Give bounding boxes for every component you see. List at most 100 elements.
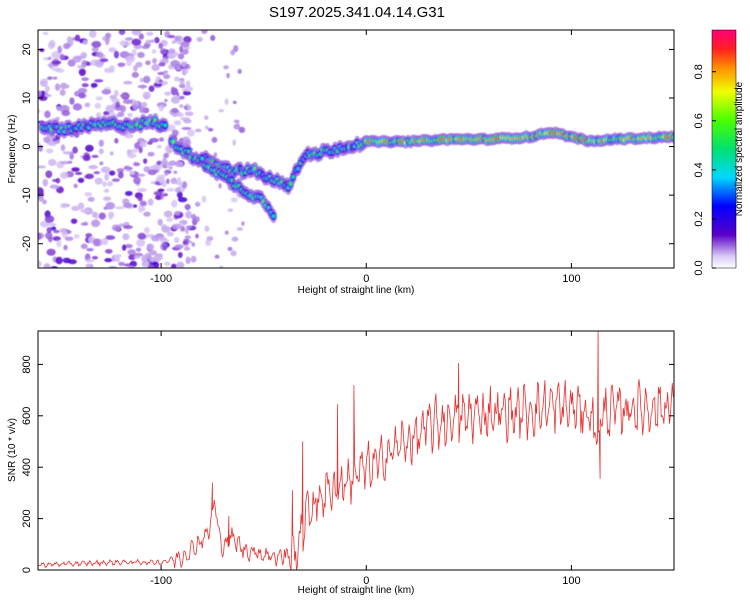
spectrogram-noise-cell <box>69 97 75 105</box>
spectrogram-noise-cell <box>128 265 135 268</box>
spectrogram-noise-cell <box>104 172 110 181</box>
spectrogram-noise-cell <box>147 264 155 268</box>
spectrogram-noise-cell <box>63 42 71 50</box>
snr-y-label: SNR (10 * v/v) <box>7 418 18 482</box>
spectrogram-noise-cell <box>151 63 160 72</box>
spectrogram-noise-cell <box>118 223 125 227</box>
spectrogram-noise-cell <box>88 165 98 170</box>
spectrogram-noise-cell <box>105 248 113 254</box>
spectrogram-noise-cell <box>177 251 183 259</box>
spectrogram-noise-cell <box>176 261 185 268</box>
spectrogram-noise-cell <box>118 261 126 267</box>
spectrogram-noise-cell <box>61 230 68 238</box>
spectrogram-y-tick-label: 20 <box>21 43 33 55</box>
spectrogram-noise-cell <box>131 30 142 36</box>
spectrogram-y-tick-label: 0 <box>21 144 33 150</box>
spectrogram-noise-cell <box>120 105 127 113</box>
spectrogram-noise-cell <box>184 111 194 117</box>
spectrogram-noise-cell <box>98 212 106 220</box>
spectrogram-noise-cell <box>137 173 146 177</box>
spectrogram-noise-cell <box>60 160 70 165</box>
spectrogram-noise-cell <box>137 51 145 58</box>
spectrogram-noise-cell <box>119 40 127 46</box>
spectrogram-ridge-core <box>163 123 167 128</box>
spectrogram-noise-cell <box>137 195 143 202</box>
spectrogram-noise-cell <box>171 40 177 44</box>
spectrogram-noise-cell <box>51 60 62 65</box>
snr-background <box>38 331 674 570</box>
spectrogram-noise-cell <box>114 206 125 210</box>
spectrogram-noise-cell <box>56 106 63 111</box>
spectrogram-noise-cell <box>55 116 60 121</box>
spectrogram-noise-cell <box>108 211 115 218</box>
spectrogram-noise-cell <box>223 65 229 70</box>
spectrogram-ridge-core <box>271 214 276 219</box>
spectrogram-noise-cell <box>181 126 192 130</box>
spectrogram-noise-cell <box>158 176 165 185</box>
spectrogram-noise-cell <box>144 227 150 234</box>
spectrogram-noise-cell <box>101 237 109 246</box>
spectrogram-noise-cell <box>174 236 180 244</box>
spectrogram-noise-cell <box>46 248 56 256</box>
spectrogram-noise-cell <box>82 154 91 162</box>
snr-x-label: Height of straight line (km) <box>298 585 415 596</box>
spectrogram-noise-cell <box>71 167 80 172</box>
spectrogram-noise-cell <box>72 103 83 111</box>
spectrogram-noise-cell <box>143 158 148 164</box>
spectrogram-noise-cell <box>205 125 209 130</box>
spectrogram-noise-cell <box>117 62 125 68</box>
snr-x-ticks: -100 0 100 <box>150 331 581 587</box>
spectrogram-noise-cell <box>162 164 167 169</box>
spectrogram-noise-cell <box>63 244 68 251</box>
spectrogram-noise-cell <box>91 211 97 218</box>
spectrogram-noise-cell <box>49 184 60 189</box>
spectrogram-noise-cell <box>161 225 171 233</box>
spectrogram-noise-cell <box>59 53 65 61</box>
snr-y-tick-label: 400 <box>21 458 33 476</box>
snr-x-tick-label: 0 <box>363 575 369 587</box>
spectrogram-noise-cell <box>102 196 112 201</box>
spectrogram-noise-cell <box>183 36 192 44</box>
spectrogram-noise-cell <box>44 215 55 223</box>
spectrogram-noise-cell <box>84 102 91 108</box>
spectrogram-x-tick-label: -100 <box>150 273 172 285</box>
spectrogram-noise-cell <box>55 256 63 265</box>
spectrogram-noise-cell <box>174 244 184 249</box>
spectrogram-noise-cell <box>137 188 147 193</box>
spectrogram-noise-cell <box>185 256 191 265</box>
spectrogram-noise-cell <box>133 255 141 259</box>
spectrogram-noise-cell <box>133 204 138 208</box>
spectrogram-noise-cell <box>179 104 184 109</box>
spectrogram-noise-cell <box>157 71 165 76</box>
spectrogram-noise-cell <box>181 63 187 67</box>
spectrogram-noise-cell <box>166 231 174 237</box>
spectrogram-noise-cell <box>170 60 180 68</box>
spectrogram-noise-cell <box>187 129 196 137</box>
spectrogram-noise-cell <box>53 229 60 234</box>
spectrogram-noise-cell <box>77 202 85 210</box>
snr-frame <box>37 330 675 571</box>
colorbar-tick-label: 0.4 <box>693 162 705 177</box>
spectrogram-noise-cell <box>224 98 229 106</box>
spectrogram-noise-cell <box>106 181 114 187</box>
spectrogram-noise-cell <box>204 225 210 232</box>
spectrogram-noise-cell <box>61 110 71 117</box>
spectrogram-noise-cell <box>38 165 47 169</box>
spectrogram-noise-cell <box>167 34 176 39</box>
spectrogram-noise-cell <box>90 82 98 88</box>
spectrogram-noise-cell <box>147 169 157 176</box>
spectrogram-noise-cell <box>99 161 104 166</box>
snr-y-tick-label: 800 <box>21 355 33 373</box>
spectrogram-noise-cell <box>82 39 88 45</box>
spectrogram-noise-cell <box>56 240 62 248</box>
chart-title: S197.2025.341.04.14.G31 <box>269 4 445 21</box>
spectrogram-noise-cell <box>150 235 161 242</box>
spectrogram-noise-cell <box>138 33 144 40</box>
spectrogram-noise-cell <box>127 249 136 256</box>
spectrogram-noise-cell <box>127 153 137 159</box>
spectrogram-noise-cell <box>171 96 180 104</box>
spectrogram-noise-cell <box>81 60 87 68</box>
spectrogram-noise-cell <box>132 148 139 153</box>
spectrogram-noise-cell <box>38 109 41 114</box>
spectrogram-noise-cell <box>62 257 71 264</box>
